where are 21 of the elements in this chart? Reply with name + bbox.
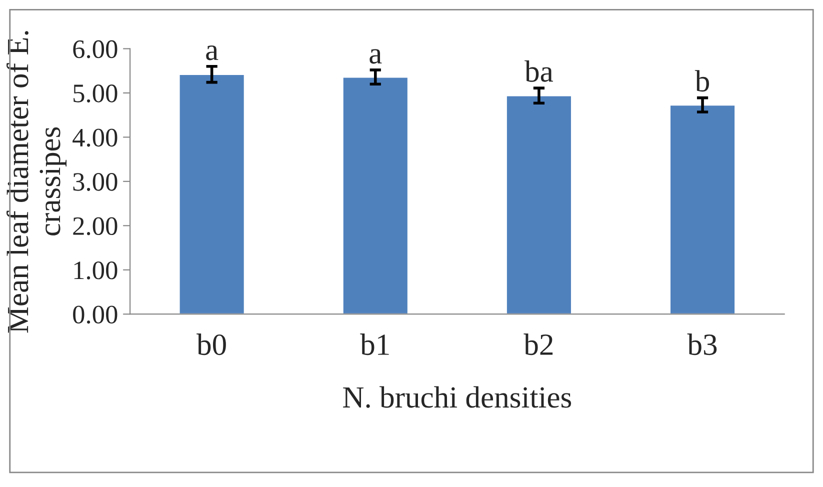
y-tick-label: 2.00 [73,217,118,236]
annotation: a [370,49,382,64]
x-tick-label: b0 [196,334,226,356]
x-tick-label: b1 [360,334,389,356]
x-axis-title: N. bruchi densities [343,386,572,408]
y-tick-label: 1.00 [74,261,118,280]
bar [669,104,736,314]
annotation: ba [524,60,553,82]
y-tick-label: 6.00 [73,40,118,58]
bar [506,94,572,314]
bar [178,74,246,314]
annotation: a [206,46,218,60]
y-axis-title: Mean leaf diameter of E. crassipes [6,31,66,333]
y-tick-label: 0.00 [73,306,118,324]
x-tick-label: b2 [524,334,553,356]
y-tick-label: 4.00 [72,128,118,147]
x-tick-label: b3 [687,334,717,356]
bar [342,76,409,314]
annotation: b [694,70,710,92]
y-tick-label: 5.00 [74,84,118,102]
y-tick-label: 3.00 [73,173,118,191]
